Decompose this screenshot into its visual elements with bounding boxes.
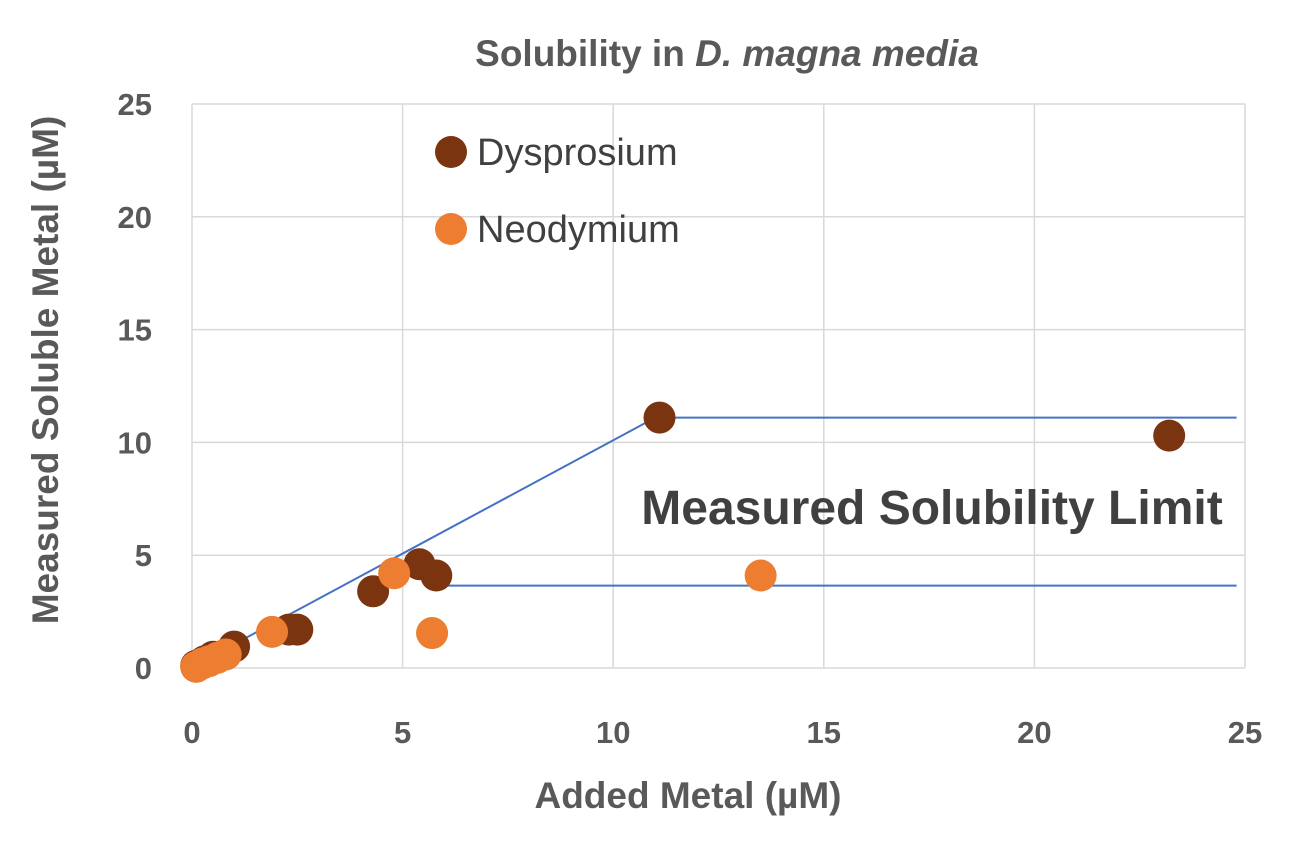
x-tick-label: 10 (596, 715, 630, 750)
y-tick-label: 10 (118, 425, 152, 460)
x-axis-title: Added Metal (µM) (534, 775, 841, 816)
tick-labels: 0 5 10 15 20 25 0 5 10 15 20 25 (118, 87, 1263, 750)
neodymium-point (416, 617, 449, 650)
dysprosium-point (281, 613, 314, 646)
neodymium-point (378, 557, 411, 590)
chart-title: Solubility in D. magna media (475, 33, 979, 74)
dysprosium-point (1153, 419, 1186, 452)
grid (191, 103, 1246, 669)
chart-title-italic: D. magna media (695, 33, 979, 74)
y-tick-label: 20 (118, 200, 152, 235)
neodymium-point (209, 638, 242, 671)
dysprosium-point (643, 401, 676, 434)
x-tick-label: 25 (1228, 715, 1262, 750)
y-tick-label: 5 (135, 538, 152, 573)
dysprosium-point (357, 575, 390, 608)
neodymium-point (256, 615, 289, 648)
y-tick-label: 25 (118, 87, 152, 122)
data-points (180, 401, 1186, 683)
neodymium-point (744, 559, 777, 592)
x-tick-label: 5 (394, 715, 411, 750)
legend-marker-neodymium (435, 213, 467, 245)
legend-label-dysprosium: Dysprosium (477, 132, 678, 174)
y-tick-label: 15 (118, 313, 152, 348)
solubility-limit-annotation: Measured Solubility Limit (641, 482, 1222, 535)
solubility-limit-lines (195, 416, 1237, 666)
legend-label-neodymium: Neodymium (477, 209, 680, 251)
x-tick-label: 15 (807, 715, 841, 750)
x-tick-label: 20 (1017, 715, 1051, 750)
legend-marker-dysprosium (435, 136, 467, 168)
x-tick-label: 0 (183, 715, 200, 750)
legend: Dysprosium Neodymium (435, 132, 680, 251)
y-axis-title: Measured Soluble Metal (µM) (25, 116, 66, 625)
y-tick-label: 0 (135, 651, 152, 686)
dysprosium-point (420, 559, 453, 592)
